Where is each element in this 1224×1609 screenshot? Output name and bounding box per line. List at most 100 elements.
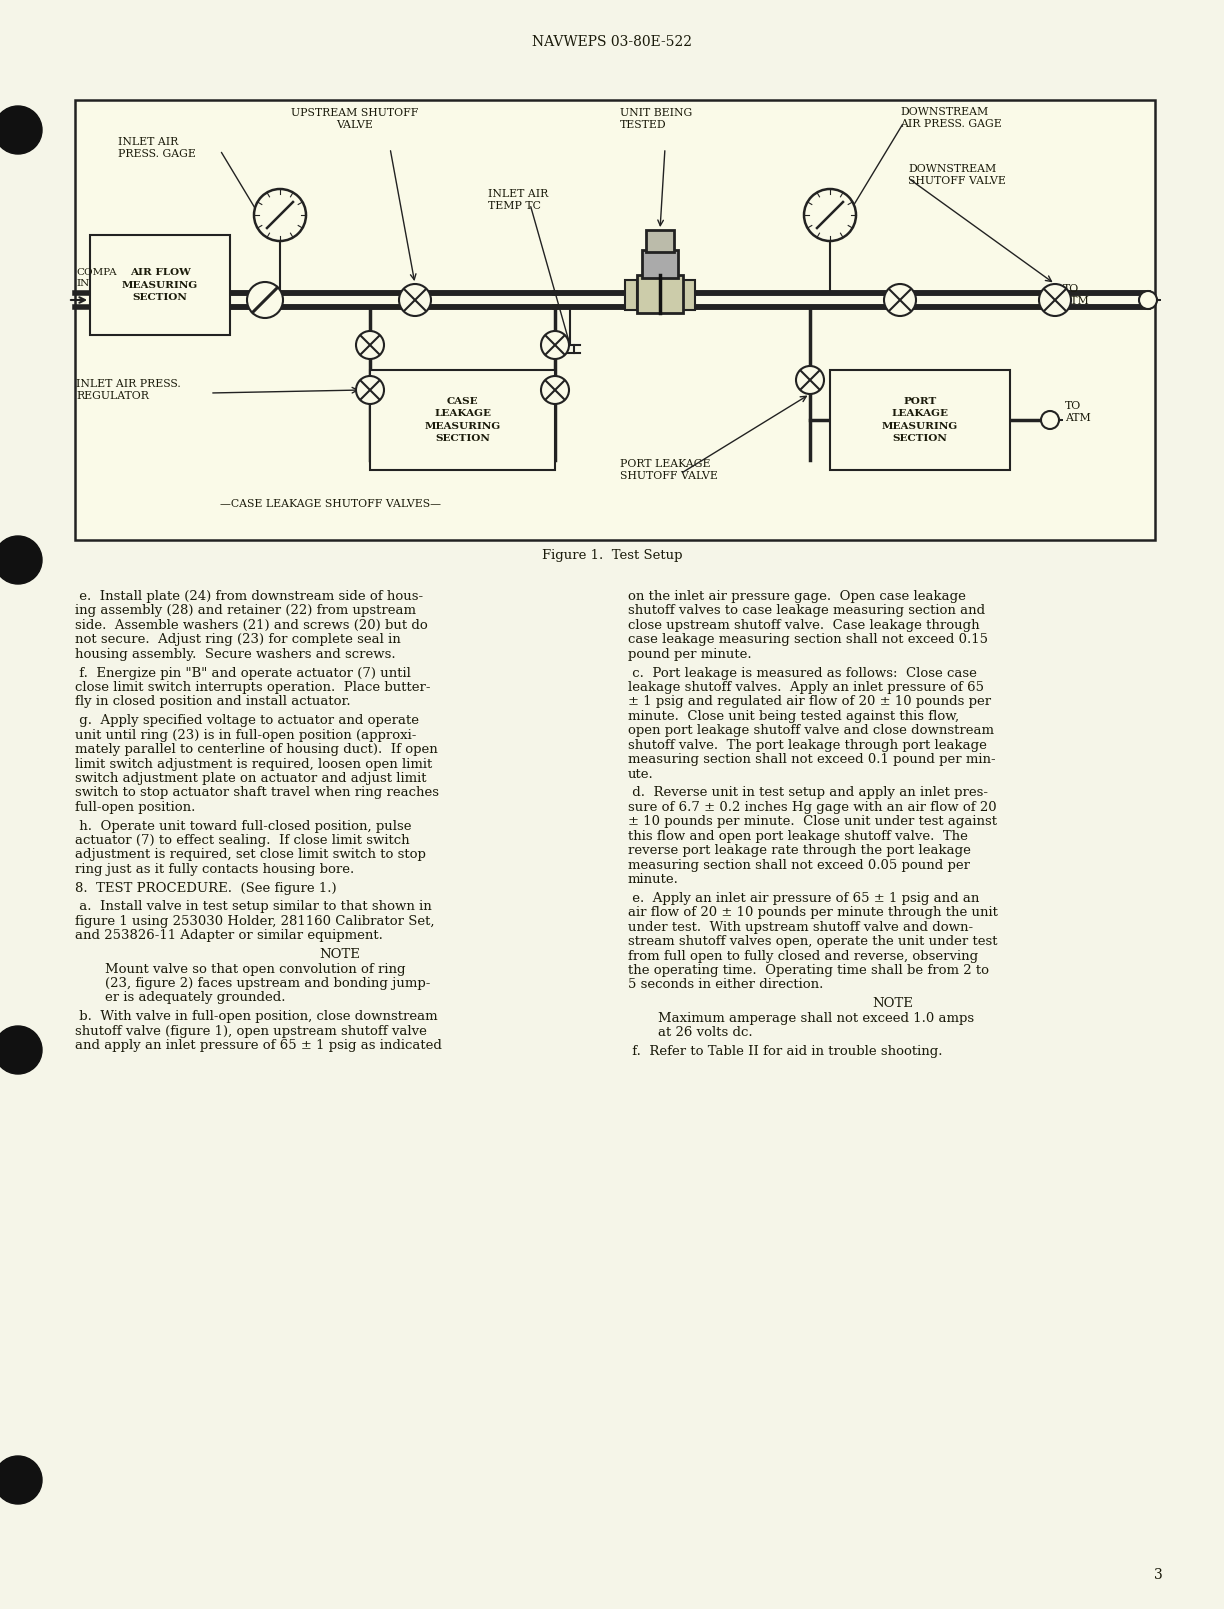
Text: d.  Reverse unit in test setup and apply an inlet pres-: d. Reverse unit in test setup and apply … <box>628 787 988 800</box>
Text: DOWNSTREAM
AIR PRESS. GAGE: DOWNSTREAM AIR PRESS. GAGE <box>900 106 1001 129</box>
Text: close limit switch interrupts operation.  Place butter-: close limit switch interrupts operation.… <box>75 681 431 693</box>
Text: ing assembly (28) and retainer (22) from upstream: ing assembly (28) and retainer (22) from… <box>75 605 416 618</box>
Text: shutoff valves to case leakage measuring section and: shutoff valves to case leakage measuring… <box>628 605 985 618</box>
Text: switch adjustment plate on actuator and adjust limit: switch adjustment plate on actuator and … <box>75 772 426 785</box>
Text: a.  Install valve in test setup similar to that shown in: a. Install valve in test setup similar t… <box>75 901 432 914</box>
Text: UPSTREAM SHUTOFF
VALVE: UPSTREAM SHUTOFF VALVE <box>291 108 419 130</box>
Text: f.  Refer to Table II for aid in trouble shooting.: f. Refer to Table II for aid in trouble … <box>628 1044 942 1057</box>
Text: at 26 volts dc.: at 26 volts dc. <box>659 1027 753 1039</box>
Text: shutoff valve (figure 1), open upstream shutoff valve: shutoff valve (figure 1), open upstream … <box>75 1025 427 1038</box>
Text: not secure.  Adjust ring (23) for complete seal in: not secure. Adjust ring (23) for complet… <box>75 634 400 647</box>
Text: shutoff valve.  The port leakage through port leakage: shutoff valve. The port leakage through … <box>628 739 987 751</box>
Text: close upstream shutoff valve.  Case leakage through: close upstream shutoff valve. Case leaka… <box>628 619 979 632</box>
Text: ± 10 pounds per minute.  Close unit under test against: ± 10 pounds per minute. Close unit under… <box>628 816 998 829</box>
Circle shape <box>0 106 42 154</box>
Text: CASE
LEAKAGE
MEASURING
SECTION: CASE LEAKAGE MEASURING SECTION <box>425 397 501 442</box>
Circle shape <box>541 377 569 404</box>
Circle shape <box>356 377 384 404</box>
Text: sure of 6.7 ± 0.2 inches Hg gage with an air flow of 20: sure of 6.7 ± 0.2 inches Hg gage with an… <box>628 801 996 814</box>
Circle shape <box>255 188 306 241</box>
Circle shape <box>884 285 916 315</box>
Text: under test.  With upstream shutoff valve and down-: under test. With upstream shutoff valve … <box>628 920 973 933</box>
Text: figure 1 using 253030 Holder, 281160 Calibrator Set,: figure 1 using 253030 Holder, 281160 Cal… <box>75 916 435 928</box>
Text: actuator (7) to effect sealing.  If close limit switch: actuator (7) to effect sealing. If close… <box>75 833 410 846</box>
Text: b.  With valve in full-open position, close downstream: b. With valve in full-open position, clo… <box>75 1010 438 1023</box>
Circle shape <box>541 331 569 359</box>
Text: INLET AIR PRESS.
REGULATOR: INLET AIR PRESS. REGULATOR <box>76 378 181 401</box>
Text: TO
ATM: TO ATM <box>1062 285 1089 306</box>
Text: NOTE: NOTE <box>873 998 913 1010</box>
Text: AIR FLOW
MEASURING
SECTION: AIR FLOW MEASURING SECTION <box>122 269 198 302</box>
Bar <box>683 280 695 311</box>
Circle shape <box>796 365 824 394</box>
Text: side.  Assemble washers (21) and screws (20) but do: side. Assemble washers (21) and screws (… <box>75 619 427 632</box>
Text: —CASE LEAKAGE SHUTOFF VALVES—: —CASE LEAKAGE SHUTOFF VALVES— <box>220 499 441 508</box>
Text: c.  Port leakage is measured as follows:  Close case: c. Port leakage is measured as follows: … <box>628 666 977 679</box>
Circle shape <box>1039 285 1071 315</box>
Text: switch to stop actuator shaft travel when ring reaches: switch to stop actuator shaft travel whe… <box>75 787 439 800</box>
Text: minute.: minute. <box>628 874 679 887</box>
Text: INLET AIR
PRESS. GAGE: INLET AIR PRESS. GAGE <box>118 137 196 159</box>
Text: INLET AIR
TEMP TC: INLET AIR TEMP TC <box>488 188 548 211</box>
Circle shape <box>0 1456 42 1504</box>
Circle shape <box>0 1027 42 1073</box>
Text: measuring section shall not exceed 0.05 pound per: measuring section shall not exceed 0.05 … <box>628 859 969 872</box>
Text: reverse port leakage rate through the port leakage: reverse port leakage rate through the po… <box>628 845 971 858</box>
Circle shape <box>1040 410 1059 430</box>
Text: unit until ring (23) is in full-open position (approxi-: unit until ring (23) is in full-open pos… <box>75 729 416 742</box>
Text: the operating time.  Operating time shall be from 2 to: the operating time. Operating time shall… <box>628 964 989 977</box>
Text: mately parallel to centerline of housing duct).  If open: mately parallel to centerline of housing… <box>75 743 438 756</box>
Text: air flow of 20 ± 10 pounds per minute through the unit: air flow of 20 ± 10 pounds per minute th… <box>628 906 998 919</box>
Text: e.  Install plate (24) from downstream side of hous-: e. Install plate (24) from downstream si… <box>75 591 424 603</box>
Text: 3: 3 <box>1154 1569 1163 1582</box>
Text: er is adequately grounded.: er is adequately grounded. <box>105 991 285 1004</box>
Bar <box>646 230 674 253</box>
Circle shape <box>0 536 42 584</box>
Circle shape <box>804 188 856 241</box>
Text: Mount valve so that open convolution of ring: Mount valve so that open convolution of … <box>105 962 405 975</box>
Text: TO
ATM: TO ATM <box>1065 401 1091 423</box>
Text: g.  Apply specified voltage to actuator and operate: g. Apply specified voltage to actuator a… <box>75 714 419 727</box>
Text: measuring section shall not exceed 0.1 pound per min-: measuring section shall not exceed 0.1 p… <box>628 753 995 766</box>
Text: fly in closed position and install actuator.: fly in closed position and install actua… <box>75 695 350 708</box>
Text: f.  Energize pin "B" and operate actuator (7) until: f. Energize pin "B" and operate actuator… <box>75 666 411 679</box>
Text: Maximum amperage shall not exceed 1.0 amps: Maximum amperage shall not exceed 1.0 am… <box>659 1012 974 1025</box>
Text: case leakage measuring section shall not exceed 0.15: case leakage measuring section shall not… <box>628 634 988 647</box>
Text: and apply an inlet pressure of 65 ± 1 psig as indicated: and apply an inlet pressure of 65 ± 1 ps… <box>75 1039 442 1052</box>
Text: ring just as it fully contacts housing bore.: ring just as it fully contacts housing b… <box>75 862 354 875</box>
Text: leakage shutoff valves.  Apply an inlet pressure of 65: leakage shutoff valves. Apply an inlet p… <box>628 681 984 693</box>
Bar <box>370 370 554 470</box>
Text: from full open to fully closed and reverse, observing: from full open to fully closed and rever… <box>628 949 978 962</box>
Text: DOWNSTREAM
SHUTOFF VALVE: DOWNSTREAM SHUTOFF VALVE <box>908 164 1006 187</box>
Text: 5 seconds in either direction.: 5 seconds in either direction. <box>628 978 824 991</box>
Bar <box>643 249 678 278</box>
Text: and 253826-11 Adapter or similar equipment.: and 253826-11 Adapter or similar equipme… <box>75 930 383 943</box>
Text: h.  Operate unit toward full-closed position, pulse: h. Operate unit toward full-closed posit… <box>75 819 411 832</box>
Text: COMPA
IN: COMPA IN <box>76 269 116 288</box>
Text: limit switch adjustment is required, loosen open limit: limit switch adjustment is required, loo… <box>75 758 432 771</box>
Circle shape <box>247 282 283 319</box>
Circle shape <box>356 331 384 359</box>
Text: ute.: ute. <box>628 767 654 780</box>
Text: 8.  TEST PROCEDURE.  (See figure 1.): 8. TEST PROCEDURE. (See figure 1.) <box>75 882 337 895</box>
Text: e.  Apply an inlet air pressure of 65 ± 1 psig and an: e. Apply an inlet air pressure of 65 ± 1… <box>628 891 979 904</box>
Text: (23, figure 2) faces upstream and bonding jump-: (23, figure 2) faces upstream and bondin… <box>105 977 431 990</box>
Circle shape <box>399 285 431 315</box>
Text: adjustment is required, set close limit switch to stop: adjustment is required, set close limit … <box>75 848 426 861</box>
Bar <box>75 100 1155 541</box>
Text: NAVWEPS 03-80E-522: NAVWEPS 03-80E-522 <box>532 35 692 48</box>
Text: ± 1 psig and regulated air flow of 20 ± 10 pounds per: ± 1 psig and regulated air flow of 20 ± … <box>628 695 991 708</box>
Circle shape <box>1140 291 1157 309</box>
Bar <box>636 275 683 314</box>
Text: full-open position.: full-open position. <box>75 801 196 814</box>
Text: NOTE: NOTE <box>319 948 360 961</box>
Text: Figure 1.  Test Setup: Figure 1. Test Setup <box>542 549 682 562</box>
Bar <box>830 370 1010 470</box>
Text: pound per minute.: pound per minute. <box>628 648 752 661</box>
Text: PORT
LEAKAGE
MEASURING
SECTION: PORT LEAKAGE MEASURING SECTION <box>881 397 958 442</box>
Text: housing assembly.  Secure washers and screws.: housing assembly. Secure washers and scr… <box>75 648 395 661</box>
Text: open port leakage shutoff valve and close downstream: open port leakage shutoff valve and clos… <box>628 724 994 737</box>
Text: minute.  Close unit being tested against this flow,: minute. Close unit being tested against … <box>628 710 960 722</box>
Bar <box>625 280 636 311</box>
Text: on the inlet air pressure gage.  Open case leakage: on the inlet air pressure gage. Open cas… <box>628 591 966 603</box>
